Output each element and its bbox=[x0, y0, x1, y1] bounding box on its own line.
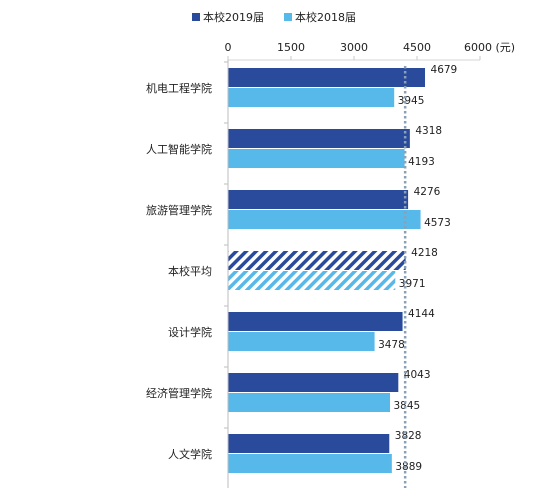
data-label: 3828 bbox=[395, 430, 422, 442]
category-label: 设计学院 bbox=[168, 325, 212, 339]
bar bbox=[228, 393, 390, 412]
data-label: 4679 bbox=[431, 64, 458, 76]
data-label: 3945 bbox=[398, 95, 425, 107]
x-tick-label: 6000 (元) bbox=[464, 41, 515, 54]
data-label: 3889 bbox=[395, 461, 422, 473]
plot-area: 机电工程学院 4679 3945 人工智能学院 4318 4193 旅游管理学院 4276 45… bbox=[146, 60, 457, 488]
bar bbox=[228, 251, 406, 270]
bar bbox=[228, 210, 421, 229]
x-tick-label: 3000 bbox=[340, 41, 368, 54]
data-label: 4318 bbox=[415, 125, 442, 137]
category-label: 机电工程学院 bbox=[146, 81, 212, 95]
legend-swatch bbox=[284, 13, 292, 21]
data-label: 3971 bbox=[399, 278, 426, 290]
bar bbox=[228, 271, 396, 290]
legend: 本校2019届 本校2018届 bbox=[192, 10, 356, 24]
data-label: 4144 bbox=[408, 308, 435, 320]
legend-label: 本校2019届 bbox=[203, 10, 264, 24]
data-label: 4043 bbox=[404, 369, 431, 381]
data-label: 4218 bbox=[411, 247, 438, 259]
data-label: 3845 bbox=[393, 400, 420, 412]
bar bbox=[228, 312, 403, 331]
data-label: 3478 bbox=[378, 339, 405, 351]
x-tick-label: 1500 bbox=[277, 41, 305, 54]
bar bbox=[228, 434, 390, 453]
legend-swatch bbox=[192, 13, 200, 21]
category-label: 旅游管理学院 bbox=[146, 203, 212, 217]
data-label: 4276 bbox=[414, 186, 441, 198]
bar bbox=[228, 68, 426, 87]
legend-label: 本校2018届 bbox=[295, 10, 356, 24]
bar bbox=[228, 454, 392, 473]
bar bbox=[228, 190, 409, 209]
data-label: 4193 bbox=[408, 156, 435, 168]
bar bbox=[228, 149, 405, 168]
bar bbox=[228, 129, 410, 148]
category-label: 人工智能学院 bbox=[146, 142, 212, 156]
x-axis: 0 1500 3000 4500 6000 (元) bbox=[225, 41, 515, 61]
category-label: 经济管理学院 bbox=[146, 386, 212, 400]
category-label: 人文学院 bbox=[168, 447, 212, 461]
category-label: 本校平均 bbox=[168, 264, 212, 278]
x-tick-label: 0 bbox=[225, 41, 232, 54]
bar bbox=[228, 332, 375, 351]
x-tick-label: 4500 bbox=[403, 41, 431, 54]
data-label: 4573 bbox=[424, 217, 451, 229]
bar bbox=[228, 88, 395, 107]
bar bbox=[228, 373, 399, 392]
